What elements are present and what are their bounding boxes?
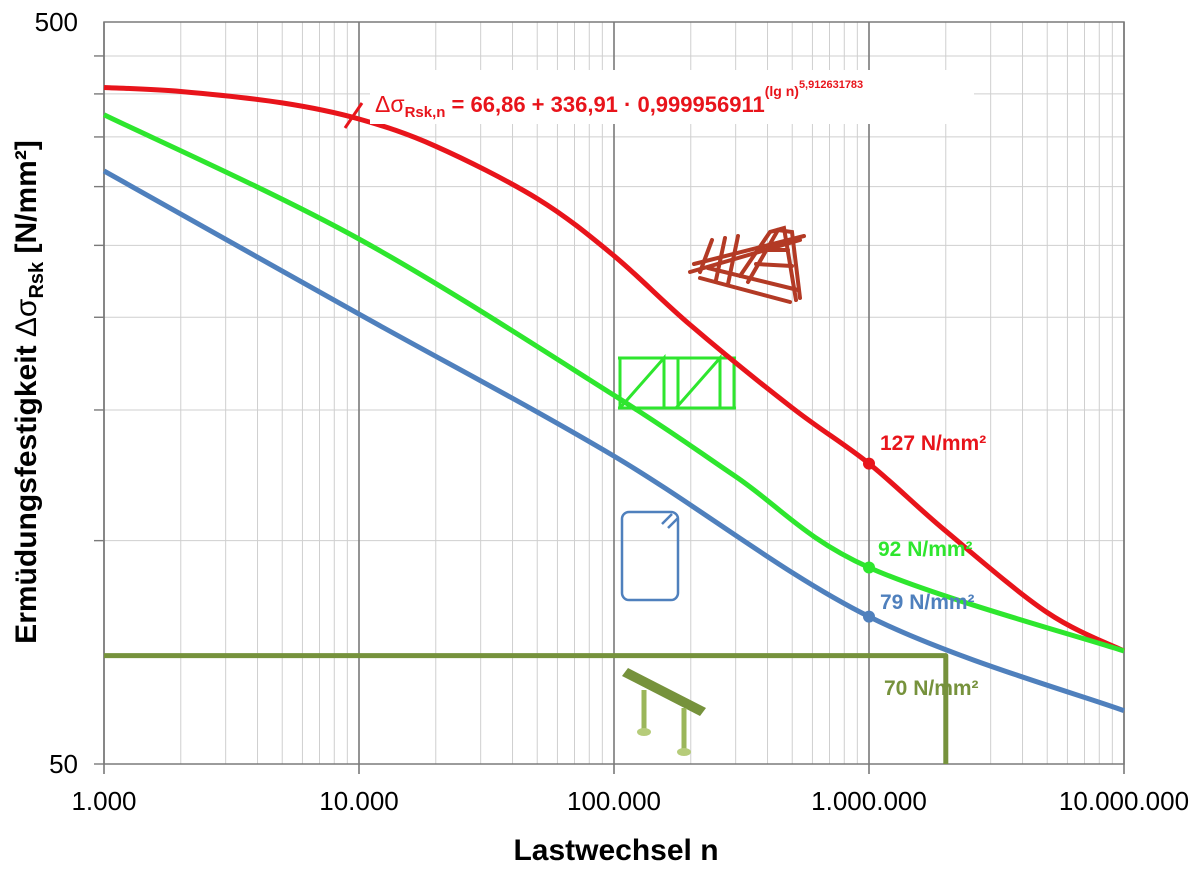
x-tick-label: 1.000.000 <box>811 786 927 816</box>
tick-labels: 1.000 10.000 100.000 1.000.000 10.000.000 50 5… <box>35 7 1189 816</box>
y-tick-label: 500 <box>35 7 78 37</box>
olive-support-beam-icon <box>622 668 706 756</box>
series-line-olive <box>104 653 949 764</box>
marker-point-red <box>863 457 875 470</box>
marker-layer <box>863 457 875 623</box>
formula-symbol: Δσ <box>375 91 405 117</box>
y-tick-label: 50 <box>49 749 78 779</box>
marker-point-green <box>863 561 875 574</box>
y-axis-title: Ermüdungsfestigkeit ΔσRsk [N/mm²] <box>10 140 48 644</box>
marker-point-blue <box>863 610 875 623</box>
series-line-green <box>102 112 1125 654</box>
formula-main: = 66,86 + 336,91 · 0,999956911 <box>445 92 764 117</box>
red-truss-cage-icon <box>688 225 806 304</box>
marker-label-blue: 79 N/mm² <box>880 591 975 614</box>
formula-leader-line <box>343 102 364 129</box>
series-line-red <box>103 85 1126 654</box>
blue-rebar-stirrup-icon <box>620 510 680 602</box>
formula-supersuperscript: 5,912631783 <box>799 79 863 91</box>
series-layer <box>102 85 1126 764</box>
annotation-label-olive: 70 N/mm² <box>884 677 979 700</box>
x-tick-label: 10.000 <box>319 786 399 816</box>
formula-subscript: Rsk,n <box>405 104 446 121</box>
series-line-blue <box>102 168 1125 714</box>
green-truss-girder-icon <box>618 354 736 410</box>
x-tick-label: 10.000.000 <box>1059 786 1189 816</box>
x-axis-title: Lastwechsel n <box>513 834 718 867</box>
x-tick-label: 1.000 <box>71 786 136 816</box>
y-axis-title-symbol: Δσ <box>10 298 43 337</box>
y-axis-title-unit: [N/mm²] <box>10 140 43 262</box>
formula-text: ΔσRsk,n = 66,86 + 336,91 · 0,999956911(l… <box>375 79 863 121</box>
y-axis-title-subscript: Rsk <box>26 261 48 299</box>
marker-label-red: 127 N/mm² <box>880 432 986 455</box>
plot-frame <box>103 21 1125 765</box>
x-tick-label: 100.000 <box>567 786 661 816</box>
formula-background <box>370 70 974 124</box>
y-axis-title-main: Ermüdungsfestigkeit <box>10 337 43 644</box>
formula-superscript: (lg n) <box>765 83 799 99</box>
marker-label-green: 92 N/mm² <box>878 538 973 561</box>
